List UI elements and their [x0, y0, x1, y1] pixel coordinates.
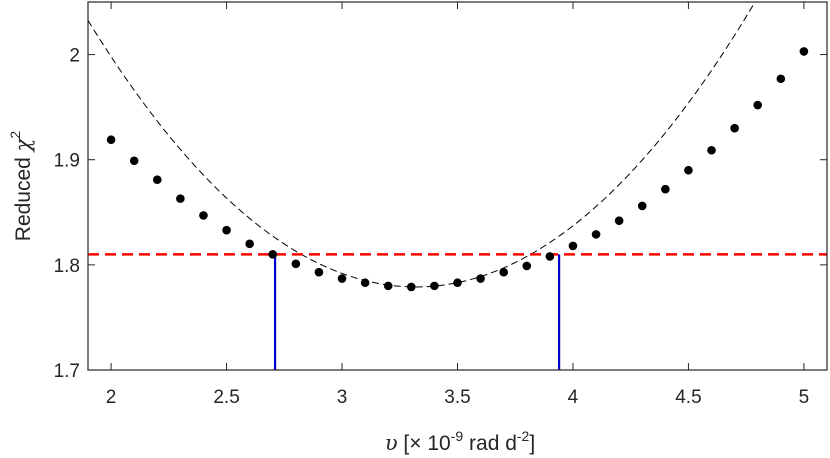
data-point	[684, 165, 693, 175]
data-point	[152, 175, 162, 184]
data-point	[799, 47, 809, 56]
data-point	[730, 123, 739, 133]
data-point	[476, 274, 485, 283]
data-point	[545, 252, 555, 261]
y-axis-label-chi: χ	[11, 137, 35, 153]
data-point	[407, 282, 416, 292]
data-point	[314, 267, 324, 277]
data-point	[430, 281, 439, 291]
data-point	[522, 261, 532, 271]
x-axis-label-close: ]	[529, 432, 535, 455]
plot-content	[88, 2, 827, 370]
plot-area	[88, 2, 827, 370]
data-point	[291, 259, 301, 269]
data-point	[222, 225, 231, 235]
axes: 2 2.5 3 3.5 4 4.5 5 1.7 1.8 1.9 2	[54, 1, 828, 408]
data-point	[776, 74, 786, 84]
y-axis-label: Reduced χ2	[7, 131, 35, 242]
x-tick-label: 3	[337, 387, 348, 408]
data-point	[337, 274, 347, 283]
x-axis-label-symbol: υ	[385, 431, 398, 455]
fit-curve	[88, 2, 756, 288]
data-point	[753, 100, 763, 110]
data-point	[614, 216, 624, 225]
labels: υ [× 10-9 rad d-2] Reduced χ2	[7, 131, 535, 455]
x-axis-label-exp: -9	[451, 428, 464, 444]
y-axis-label-main: Reduced	[12, 151, 35, 241]
y-axis-label-exp: 2	[7, 131, 23, 139]
axes-box	[87, 1, 828, 371]
data-point	[591, 230, 601, 239]
data-point	[707, 145, 716, 155]
data-point	[268, 250, 278, 259]
data-point	[129, 156, 139, 166]
data-point	[453, 278, 462, 288]
y-tick-label: 1.7	[54, 361, 80, 382]
data-point	[499, 267, 508, 277]
x-axis-label-unit-exp: -2	[517, 428, 530, 444]
data-point	[176, 194, 185, 203]
y-tick-label: 1.8	[54, 256, 80, 277]
x-tick-label: 3.5	[444, 387, 470, 408]
data-point	[360, 278, 370, 288]
data-point	[106, 135, 116, 145]
y-tick-label: 1.9	[54, 151, 80, 172]
x-tick-label: 2	[106, 387, 117, 408]
data-point	[568, 241, 578, 251]
x-axis-label: υ [× 10-9 rad d-2]	[385, 428, 535, 455]
data-point	[245, 239, 254, 249]
x-axis-label-unit: rad d	[463, 432, 517, 455]
data-point	[661, 184, 670, 194]
x-axis-label-main: [× 10	[398, 432, 451, 455]
y-tick-label: 2	[69, 46, 80, 67]
x-tick-label: 2.5	[213, 387, 239, 408]
data-point	[383, 281, 393, 291]
x-tick-label: 4	[568, 387, 579, 408]
data-point	[199, 211, 208, 220]
x-tick-label: 4.5	[675, 387, 701, 408]
data-point	[637, 201, 647, 211]
x-tick-label: 5	[799, 387, 810, 408]
